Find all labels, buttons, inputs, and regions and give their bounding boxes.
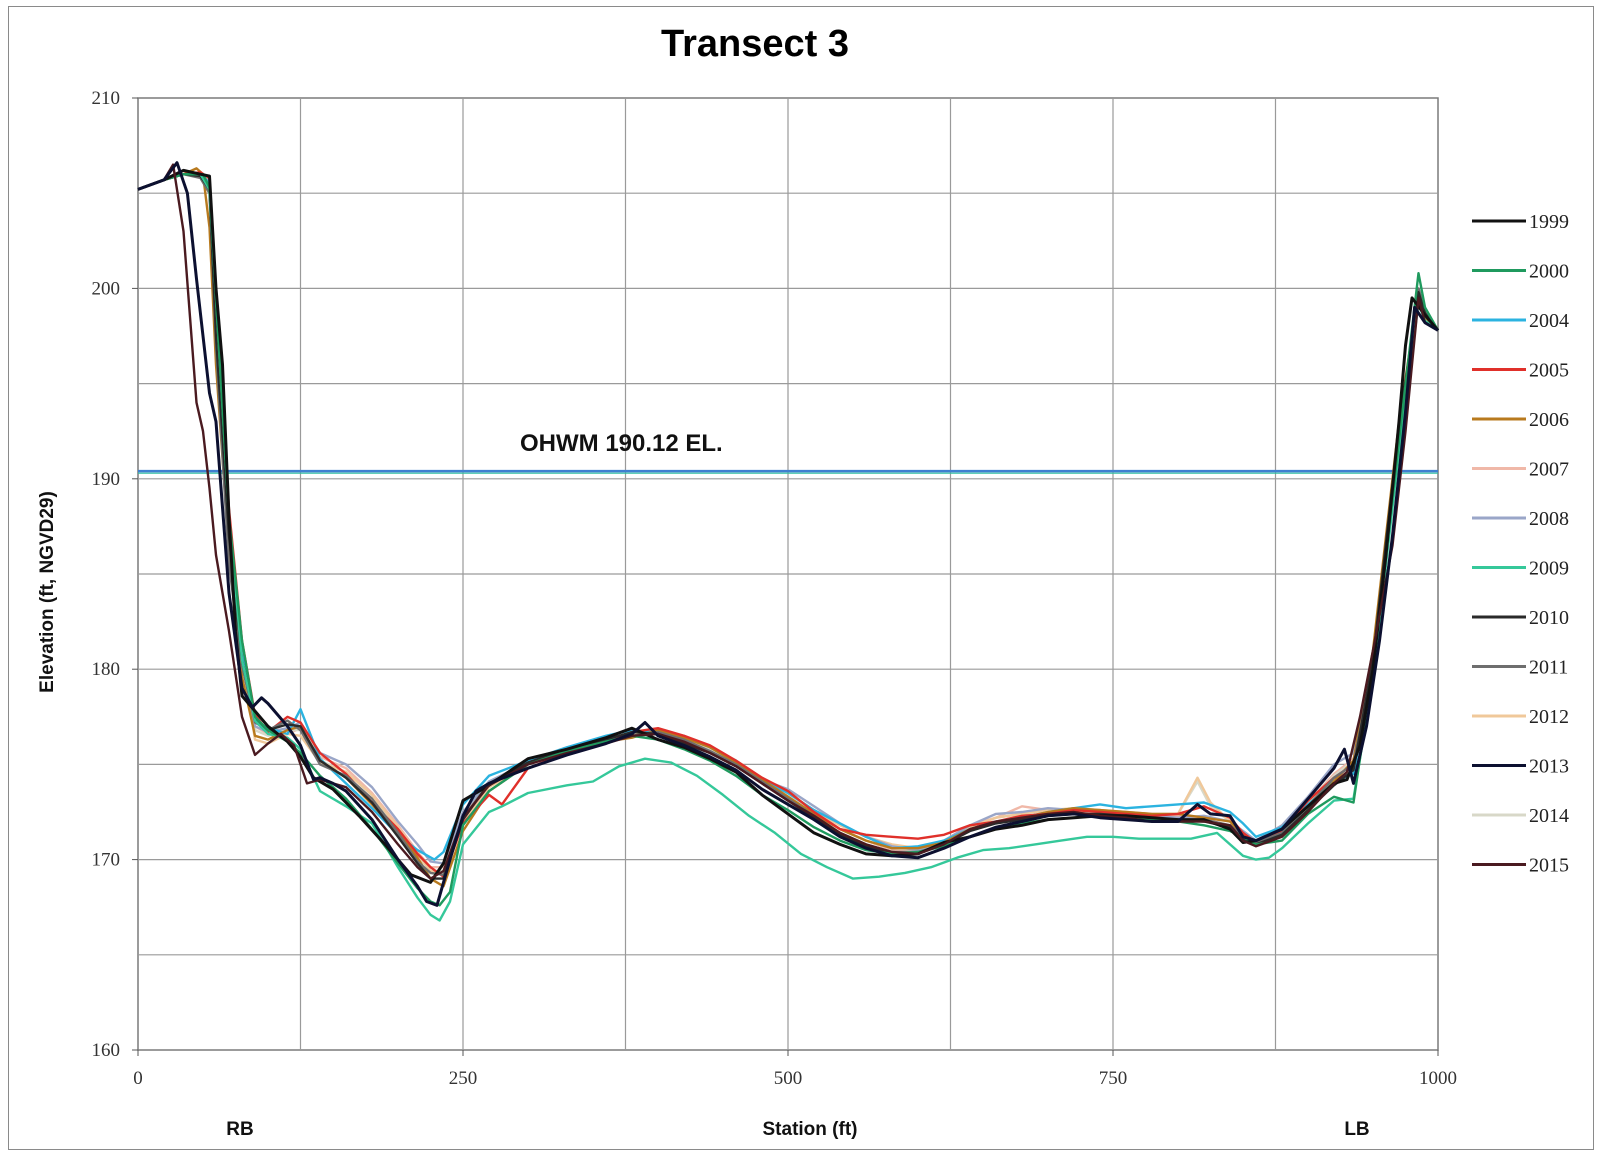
- legend-label-2013: 2013: [1529, 756, 1569, 778]
- reference-line-group: [138, 469, 1438, 474]
- legend-label-2007: 2007: [1529, 459, 1569, 481]
- chart-title: Transect 3: [661, 23, 849, 65]
- series-line-2015: [137, 163, 1439, 880]
- left-bank-label: LB: [1344, 1119, 1369, 1140]
- x-tick-label: 500: [774, 1068, 803, 1089]
- series-group: [137, 161, 1440, 922]
- y-tick-label: 200: [92, 278, 121, 299]
- x-tick-label: 750: [1099, 1068, 1128, 1089]
- legend-label-1999: 1999: [1529, 211, 1569, 233]
- y-tick-label: 190: [92, 469, 121, 490]
- series-line-2013: [137, 161, 1439, 907]
- legend-label-2008: 2008: [1529, 508, 1569, 530]
- legend-label-2014: 2014: [1529, 805, 1569, 827]
- series-line-2009: [137, 173, 1439, 922]
- legend-label-2010: 2010: [1529, 607, 1569, 629]
- legend-label-2015: 2015: [1529, 855, 1569, 877]
- x-tick-label: 0: [133, 1068, 143, 1089]
- legend-label-2012: 2012: [1529, 706, 1569, 728]
- legend-label-2009: 2009: [1529, 558, 1569, 580]
- y-tick-label: 170: [92, 850, 121, 871]
- series-line-1999: [137, 168, 1440, 884]
- x-tick-label: 250: [449, 1068, 478, 1089]
- legend-label-2004: 2004: [1529, 310, 1569, 332]
- legend-label-2005: 2005: [1529, 360, 1569, 382]
- y-tick-label: 160: [92, 1040, 121, 1061]
- y-tick-label: 180: [92, 659, 121, 680]
- x-axis-label: Station (ft): [763, 1119, 858, 1140]
- legend-label-2011: 2011: [1529, 657, 1568, 679]
- legend: 1999 2000 2004 2005 2006 2007 2008 2009 2010 2011…: [1472, 211, 1569, 877]
- series-line-2005: [137, 171, 1439, 878]
- legend-label-2006: 2006: [1529, 409, 1569, 431]
- y-tick-label: 210: [92, 88, 121, 109]
- y-axis-label: Elevation (ft, NGVD29): [37, 491, 58, 693]
- right-bank-label: RB: [226, 1119, 253, 1140]
- ohwm-label: OHWM 190.12 EL.: [520, 430, 723, 457]
- x-tick-label: 1000: [1419, 1068, 1457, 1089]
- legend-label-2000: 2000: [1529, 261, 1569, 283]
- gridlines: [138, 98, 1438, 1050]
- axes: 0 250 500 750 1000 160 170 180 190 200 210: [92, 88, 1458, 1089]
- chart-frame: [8, 6, 1594, 1150]
